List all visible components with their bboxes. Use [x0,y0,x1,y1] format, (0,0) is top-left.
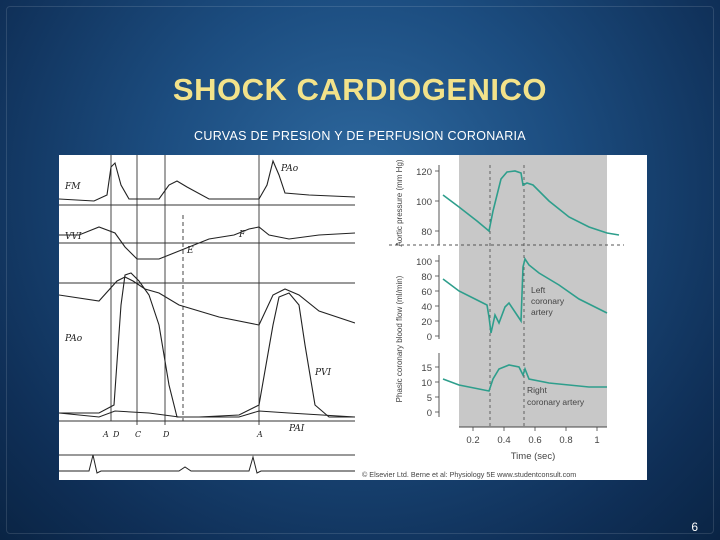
right-coronary-panel: 120 100 80 100 80 60 40 20 0 15 10 5 0 0… [355,155,647,480]
left-tick-60: 60 [421,287,432,298]
right-tick-15: 15 [421,363,432,374]
time-tick-1: 1 [594,435,599,446]
label-f: F [238,230,246,240]
left-artery-label-3: artery [531,307,553,317]
left-tick-40: 40 [421,302,432,313]
right-tick-5: 5 [427,393,432,404]
aortic-axis-label: Aortic pressure (mm Hg) [395,159,404,246]
left-artery-label-2: coronary [531,296,565,306]
slide-title: SHOCK CARDIOGENICO [172,72,548,107]
left-coronary-flow-curve [442,257,608,334]
time-tick-0-4: 0.4 [497,435,510,446]
right-tick-0: 0 [427,408,432,419]
left-panel-bg [59,155,355,480]
flow-axis-label: Phasic coronary blood flow (ml/min) [395,275,404,402]
left-tick-0: 0 [427,332,432,343]
time-tick-0-2: 0.2 [466,435,479,446]
point-label-a2: A [256,430,263,439]
page-number: 6 [691,520,698,534]
label-pai: PAI [288,424,305,434]
figure-credit: © Elsevier Ltd. Berne et al: Physiology … [362,470,576,479]
left-artery-label-1: Left [531,285,546,295]
label-pao-top: PAo [280,164,299,174]
time-tick-0-6: 0.6 [528,435,541,446]
right-artery-label-2: coronary artery [527,397,585,407]
right-tick-10: 10 [421,378,432,389]
shaded-region [459,155,607,427]
right-coronary-flow-curve [442,364,607,392]
left-tick-80: 80 [421,272,432,283]
point-label-a1: A [102,430,109,439]
label-fm: FM [64,182,81,192]
left-tick-20: 20 [421,317,432,328]
slide-subtitle: CURVAS DE PRESION Y DE PERFUSION CORONAR… [194,129,526,143]
label-pao: PAo [64,334,83,344]
figure-image: FM VVI PAo PAo PVI PAI F E A D C D A [59,155,647,480]
left-tick-100: 100 [416,257,432,268]
label-pvi: PVI [314,368,332,378]
time-tick-0-8: 0.8 [559,435,572,446]
time-axis-label: Time (sec) [511,451,556,462]
slide-frame [6,6,714,534]
label-e: E [186,246,194,256]
point-label-d2: D [162,430,170,439]
label-vvi: VVI [65,232,82,242]
point-label-c: C [135,430,141,439]
aortic-pressure-curve [442,170,620,236]
right-artery-label-1: Right [527,385,547,395]
aortic-tick-120: 120 [416,167,432,178]
aortic-tick-100: 100 [416,197,432,208]
point-label-d1: D [112,430,120,439]
left-pressure-panel: FM VVI PAo PAo PVI PAI F E A D C D A [59,155,356,480]
aortic-tick-80: 80 [421,227,432,238]
